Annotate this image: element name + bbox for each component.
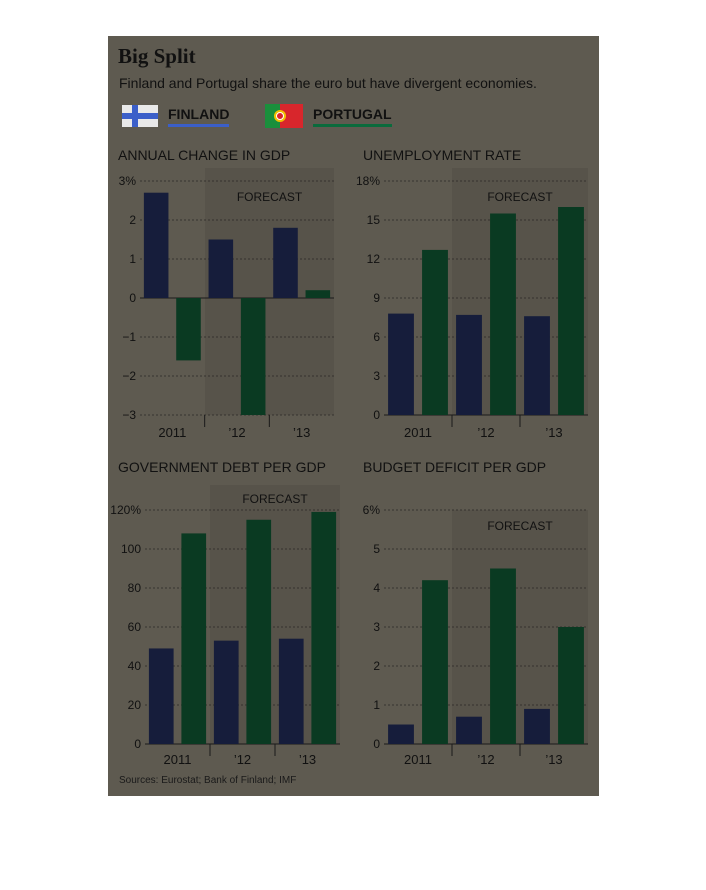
chart-title: BUDGET DEFICIT PER GDP (363, 459, 546, 475)
y-tick-label: 12 (367, 252, 381, 266)
x-tick-label: ’13 (545, 425, 562, 440)
y-tick-label: −2 (122, 369, 136, 383)
chart-debt: FORECAST GOVERNMENT DEBT PER GDP 120% 100 80… (110, 459, 340, 767)
x-tick-label: ’12 (234, 752, 251, 767)
forecast-label: FORECAST (242, 492, 308, 506)
bar-portugal (490, 213, 516, 415)
x-tick-label: 2011 (158, 425, 186, 440)
bar-portugal (490, 568, 516, 744)
x-tick-label: ’12 (477, 425, 494, 440)
bar-portugal (181, 533, 207, 744)
y-tick-label: 4 (373, 581, 380, 595)
y-tick-label: 80 (128, 581, 142, 595)
finland-flag-icon (122, 105, 158, 127)
forecast-label: FORECAST (237, 190, 303, 204)
chart-title: GOVERNMENT DEBT PER GDP (118, 459, 326, 475)
y-tick-label: 2 (373, 659, 380, 673)
legend-item-portugal: PORTUGAL (265, 103, 392, 129)
page-subtitle: Finland and Portugal share the euro but … (119, 75, 537, 91)
bar-portugal (558, 627, 584, 744)
bar-finland (143, 192, 169, 298)
x-tick-label: ’13 (299, 752, 316, 767)
forecast-label: FORECAST (487, 519, 553, 533)
legend-label-finland: FINLAND (168, 106, 230, 127)
x-tick-label: ’13 (293, 425, 310, 440)
x-tick-label: ’12 (228, 425, 245, 440)
bar-finland (213, 640, 239, 744)
y-tick-label: 100 (121, 542, 141, 556)
y-tick-label: 1 (129, 252, 136, 266)
bar-finland (456, 314, 482, 415)
bar-portugal (176, 298, 201, 361)
chart-deficit: FORECAST BUDGET DEFICIT PER GDP 6% 5 4 3 2 1 0 20… (363, 459, 588, 767)
chart-unemployment: FORECAST UNEMPLOYMENT RATE 18% 15 12 9 6 3 0 2011… (356, 147, 588, 440)
portugal-flag-icon (265, 104, 303, 128)
y-tick-label: 1 (373, 698, 380, 712)
forecast-label: FORECAST (487, 190, 553, 204)
y-tick-label: 0 (373, 737, 380, 751)
y-tick-label: 40 (128, 659, 142, 673)
y-tick-label: 20 (128, 698, 142, 712)
y-tick-label: 60 (128, 620, 142, 634)
bar-finland (388, 724, 414, 744)
y-tick-label: 2 (129, 213, 136, 227)
bar-finland (524, 708, 550, 744)
y-tick-label: 9 (373, 291, 380, 305)
x-tick-label: 2011 (164, 752, 192, 767)
bar-finland (208, 239, 234, 298)
bar-finland (388, 313, 414, 415)
bar-finland (278, 638, 304, 744)
y-tick-label: 15 (367, 213, 381, 227)
bar-finland (273, 227, 298, 298)
bar-portugal (246, 519, 272, 744)
chart-gdp: FORECAST ANNUAL CHANGE IN GDP 3% 2 1 0 −1 −2 −3 2… (118, 147, 334, 440)
bar-finland (148, 648, 174, 744)
legend-label-portugal: PORTUGAL (313, 106, 392, 127)
y-tick-label: −3 (122, 408, 136, 422)
x-tick-label: 2011 (404, 752, 432, 767)
y-tick-label: 5 (373, 542, 380, 556)
x-tick-label: 2011 (404, 425, 432, 440)
y-tick-label: 0 (129, 291, 136, 305)
bar-portugal (240, 298, 266, 415)
y-tick-label: 3 (373, 369, 380, 383)
bar-portugal (558, 207, 584, 415)
sources-note: Sources: Eurostat; Bank of Finland; IMF (119, 775, 297, 786)
bar-finland (524, 316, 550, 415)
bar-finland (456, 716, 482, 744)
bar-portugal (422, 249, 448, 415)
page-title: Big Split (118, 44, 196, 68)
legend-item-finland: FINLAND (122, 103, 230, 129)
y-tick-label: 0 (373, 408, 380, 422)
chart-title: ANNUAL CHANGE IN GDP (118, 147, 290, 163)
y-tick-label: 3 (373, 620, 380, 634)
x-tick-label: ’12 (477, 752, 494, 767)
y-tick-label: 3% (119, 174, 137, 188)
y-tick-label: −1 (122, 330, 136, 344)
y-tick-label: 120% (110, 503, 141, 517)
bar-portugal (422, 580, 448, 744)
x-tick-label: ’13 (545, 752, 562, 767)
bar-portugal (311, 511, 337, 744)
y-tick-label: 6% (363, 503, 381, 517)
chart-title: UNEMPLOYMENT RATE (363, 147, 521, 163)
y-tick-label: 18% (356, 174, 380, 188)
bar-portugal (305, 290, 331, 298)
y-tick-label: 0 (134, 737, 141, 751)
y-tick-label: 6 (373, 330, 380, 344)
